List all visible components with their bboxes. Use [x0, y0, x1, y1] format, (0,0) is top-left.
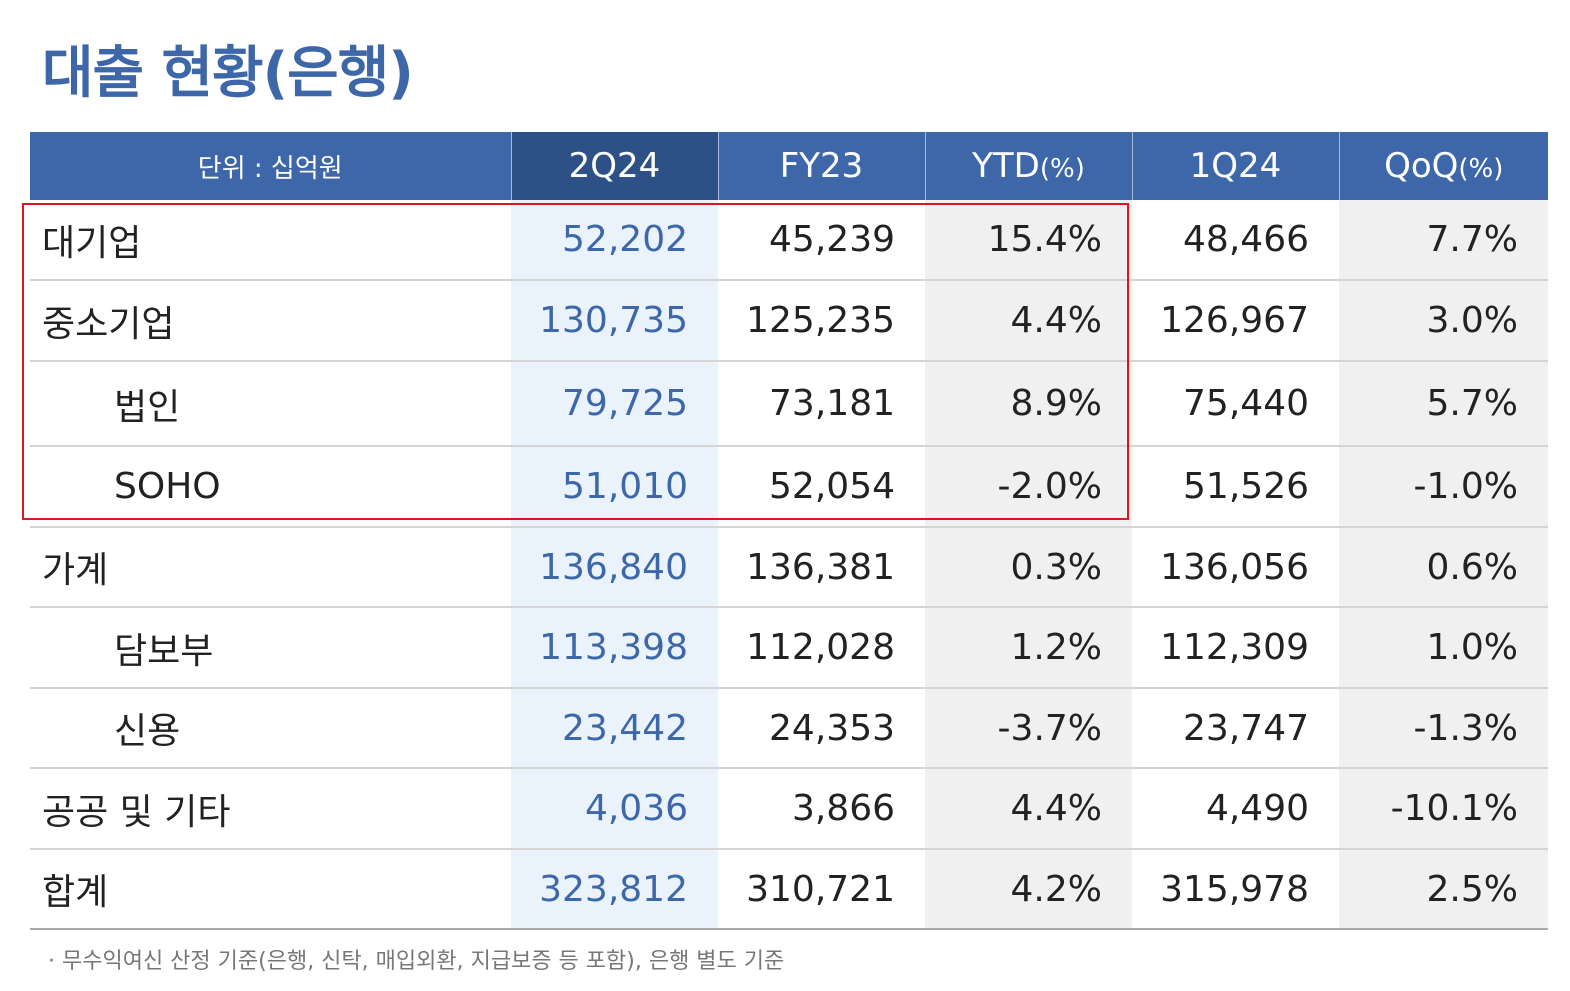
cell-value: 8.9% — [925, 361, 1132, 447]
cell-value: 45,239 — [718, 200, 925, 281]
row-label: 담보부 — [30, 607, 511, 689]
header-row: 단위 : 십억원 2Q24 FY23 YTD(%) 1Q24 QoQ(%) — [30, 132, 1548, 200]
row-label: 법인 — [30, 361, 511, 447]
cell-value: 130,735 — [511, 280, 718, 362]
cell-value: 52,202 — [511, 200, 718, 281]
row-label: 대기업 — [30, 200, 511, 281]
cell-value: 136,056 — [1132, 527, 1339, 608]
cell-value: 4.4% — [925, 768, 1132, 850]
table-row: 담보부 113,398 112,028 1.2% 112,309 1.0% — [30, 607, 1548, 689]
table-row: 법인 79,725 73,181 8.9% 75,440 5.7% — [30, 361, 1548, 447]
cell-value: 1.0% — [1339, 607, 1548, 689]
col-1q24: 1Q24 — [1131, 132, 1339, 200]
cell-value: 315,978 — [1132, 849, 1339, 930]
cell-value: 23,747 — [1132, 688, 1339, 769]
cell-value: 4,490 — [1132, 768, 1339, 850]
cell-value: 23,442 — [511, 688, 718, 769]
table-row: 중소기업 130,735 125,235 4.4% 126,967 3.0% — [30, 280, 1548, 362]
row-label: 가계 — [30, 527, 511, 608]
table-row: SOHO 51,010 52,054 -2.0% 51,526 -1.0% — [30, 446, 1548, 528]
cell-value: 1.2% — [925, 607, 1132, 689]
cell-value: 24,353 — [718, 688, 925, 769]
cell-value: 51,010 — [511, 446, 718, 528]
cell-value: 75,440 — [1132, 361, 1339, 447]
table-row: 대기업 52,202 45,239 15.4% 48,466 7.7% — [30, 200, 1548, 281]
cell-value: 4.2% — [925, 849, 1132, 930]
table-row: 신용 23,442 24,353 -3.7% 23,747 -1.3% — [30, 688, 1548, 769]
cell-value: -10.1% — [1339, 768, 1548, 850]
cell-value: 2.5% — [1339, 849, 1548, 930]
cell-value: 112,028 — [718, 607, 925, 689]
row-label: 합계 — [30, 849, 511, 930]
cell-value: 126,967 — [1132, 280, 1339, 362]
cell-value: 112,309 — [1132, 607, 1339, 689]
cell-value: 79,725 — [511, 361, 718, 447]
row-label: 중소기업 — [30, 280, 511, 362]
cell-value: 73,181 — [718, 361, 925, 447]
row-label: 공공 및 기타 — [30, 768, 511, 850]
cell-value: 125,235 — [718, 280, 925, 362]
cell-value: 3,866 — [718, 768, 925, 850]
table-row: 가계 136,840 136,381 0.3% 136,056 0.6% — [30, 527, 1548, 608]
cell-value: 15.4% — [925, 200, 1132, 281]
table-row: 공공 및 기타 4,036 3,866 4.4% 4,490 -10.1% — [30, 768, 1548, 850]
col-2q24: 2Q24 — [510, 132, 718, 200]
cell-value: 5.7% — [1339, 361, 1548, 447]
cell-value: 0.3% — [925, 527, 1132, 608]
cell-value: -3.7% — [925, 688, 1132, 769]
col-ytd: YTD(%) — [924, 132, 1132, 200]
loan-table: 단위 : 십억원 2Q24 FY23 YTD(%) 1Q24 QoQ(%) 대기… — [30, 132, 1548, 930]
cell-value: 0.6% — [1339, 527, 1548, 608]
cell-value: -1.3% — [1339, 688, 1548, 769]
cell-value: 113,398 — [511, 607, 718, 689]
cell-value: 52,054 — [718, 446, 925, 528]
highlight-box — [22, 203, 1129, 520]
cell-value: 310,721 — [718, 849, 925, 930]
cell-value: 136,381 — [718, 527, 925, 608]
cell-value: -1.0% — [1339, 446, 1548, 528]
row-label: SOHO — [30, 446, 511, 528]
row-label: 신용 — [30, 688, 511, 769]
cell-value: 323,812 — [511, 849, 718, 930]
cell-value: 4.4% — [925, 280, 1132, 362]
footnote: · 무수익여신 산정 기준(은행, 신탁, 매입외환, 지급보증 등 포함), … — [48, 949, 785, 974]
cell-value: 51,526 — [1132, 446, 1339, 528]
unit-header: 단위 : 십억원 — [30, 132, 511, 200]
col-qoq: QoQ(%) — [1338, 132, 1548, 200]
table-row: 합계 323,812 310,721 4.2% 315,978 2.5% — [30, 849, 1548, 930]
cell-value: 7.7% — [1339, 200, 1548, 281]
cell-value: 3.0% — [1339, 280, 1548, 362]
col-fy23: FY23 — [717, 132, 925, 200]
cell-value: 48,466 — [1132, 200, 1339, 281]
cell-value: 136,840 — [511, 527, 718, 608]
cell-value: 4,036 — [511, 768, 718, 850]
cell-value: -2.0% — [925, 446, 1132, 528]
page-title: 대출 현황(은행) — [42, 41, 414, 106]
